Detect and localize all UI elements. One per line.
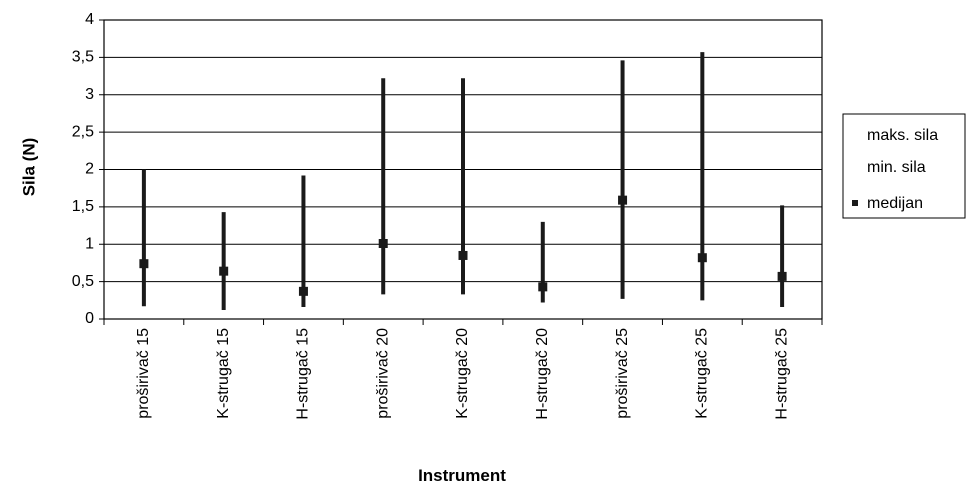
median-marker xyxy=(219,266,229,276)
median-markers xyxy=(139,195,787,296)
y-axis-ticks: 0 0,5 1 1,5 2 2,5 3 3,5 4 xyxy=(72,11,104,327)
x-tick-label: proširivač 15 xyxy=(135,328,152,419)
y-tick-label: 1,5 xyxy=(72,198,94,215)
median-marker xyxy=(538,282,548,292)
y-tick-label: 4 xyxy=(85,11,94,28)
x-tick-label: proširivač 25 xyxy=(614,328,631,419)
median-marker xyxy=(298,286,308,296)
x-tick-label: proširivač 20 xyxy=(374,328,391,419)
y-tick-label: 0,5 xyxy=(72,273,94,290)
x-axis-title: Instrument xyxy=(418,466,506,485)
x-tick-label: H-strugač 20 xyxy=(534,328,551,420)
x-tick-label: K-strugač 15 xyxy=(215,328,232,419)
x-axis-ticks: proširivač 15 K-strugač 15 H-strugač 15 pro… xyxy=(103,319,823,420)
median-marker xyxy=(618,195,628,205)
range-lines xyxy=(141,52,785,311)
x-tick-label: K-strugač 25 xyxy=(694,328,711,419)
x-tick-label: K-strugač 20 xyxy=(454,328,471,419)
y-tick-label: 0 xyxy=(85,310,94,327)
y-tick-label: 2,5 xyxy=(72,123,94,140)
median-marker xyxy=(777,271,787,281)
legend-median-marker xyxy=(852,200,858,206)
median-marker xyxy=(139,259,149,269)
y-tick-label: 2 xyxy=(85,161,94,178)
median-marker xyxy=(458,250,468,260)
legend-label-maks-sila: maks. sila xyxy=(867,127,938,144)
legend-label-min-sila: min. sila xyxy=(867,159,926,176)
legend-label-medijan: medijan xyxy=(867,195,923,212)
median-marker xyxy=(697,253,707,263)
x-tick-label: H-strugač 15 xyxy=(295,328,312,420)
legend-box xyxy=(842,113,966,219)
plot-area xyxy=(103,19,823,320)
y-tick-label: 3 xyxy=(85,86,94,103)
x-tick-label: H-strugač 25 xyxy=(773,328,790,420)
y-tick-label: 1 xyxy=(85,235,94,252)
median-marker xyxy=(378,239,388,249)
y-axis-title: Sila (N) xyxy=(19,138,38,197)
y-tick-label: 3,5 xyxy=(72,49,94,66)
legend: maks. sila min. sila medijan xyxy=(842,113,966,219)
